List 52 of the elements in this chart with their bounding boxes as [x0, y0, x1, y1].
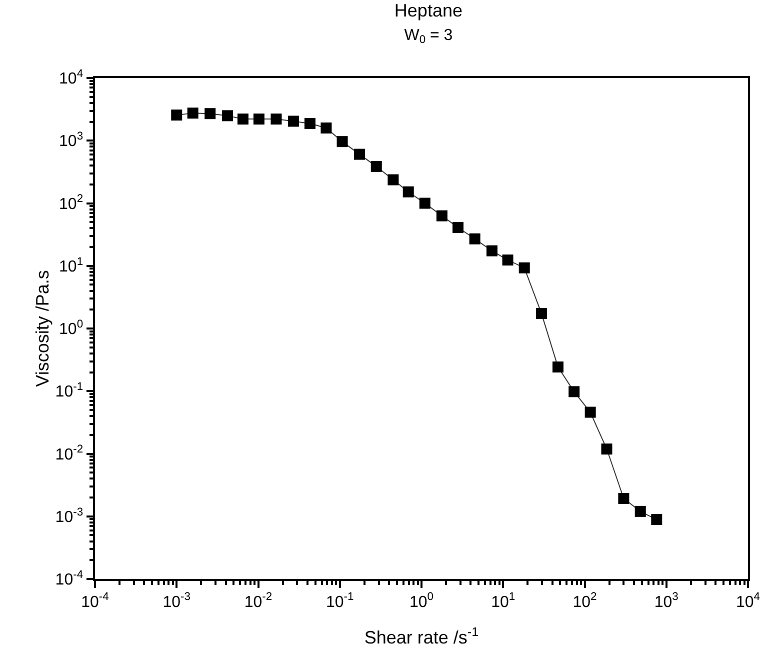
y-tick-label: 10$^{-1}$	[55, 381, 84, 401]
point	[237, 114, 248, 125]
point	[568, 386, 580, 398]
point	[651, 514, 662, 526]
x-tick-label: 10$^{3}$	[654, 591, 678, 611]
point	[436, 210, 448, 222]
point	[618, 492, 630, 504]
point	[452, 222, 464, 233]
point	[354, 148, 366, 160]
point	[204, 108, 216, 120]
point	[304, 118, 316, 129]
point	[171, 110, 182, 121]
y-tick-label: 10$^{-2}$	[55, 444, 84, 464]
y-tick-label: 10$^{-4}$	[55, 568, 84, 589]
y-tick-label: 10$^{0}$	[59, 318, 84, 338]
y-tick-label: 10$^{-3}$	[55, 506, 84, 526]
point	[584, 406, 596, 418]
point	[419, 198, 430, 209]
x-tick-label: 10$^{4}$	[736, 591, 760, 611]
point	[536, 308, 547, 319]
x-tick-label: 10$^{2}$	[572, 591, 597, 611]
x-axis-title: Shear rate /s$^{-1}$	[364, 624, 479, 648]
point	[253, 114, 264, 125]
chart-title: Heptane	[394, 0, 462, 20]
point	[469, 233, 480, 244]
point	[486, 245, 498, 256]
point	[320, 122, 332, 134]
y-axis-title: Viscosity /Pa.s	[32, 270, 52, 387]
y-tick-label: 10$^{3}$	[59, 130, 84, 150]
y-tick-label: 10$^{2}$	[59, 193, 84, 213]
x-tick-label: 10$^{1}$	[491, 591, 516, 611]
point	[552, 361, 564, 372]
point	[518, 262, 530, 274]
point	[388, 174, 399, 186]
point	[370, 160, 382, 172]
x-tick-label: 10$^{-2}$	[244, 591, 272, 611]
point	[502, 254, 514, 266]
point	[222, 110, 233, 122]
point	[187, 108, 198, 119]
point	[270, 114, 282, 125]
y-tick-label: 10$^{4}$	[59, 68, 84, 88]
chart-subtitle: W$_{0}$ = 3	[404, 26, 453, 46]
point	[634, 506, 646, 517]
x-tick-label: 10$^{-3}$	[162, 591, 191, 611]
point	[402, 186, 414, 198]
point	[288, 116, 299, 127]
y-tick-label: 10$^{1}$	[59, 256, 84, 276]
x-tick-label: 10$^{-1}$	[326, 591, 354, 611]
x-tick-label: 10$^{-4}$	[81, 591, 109, 611]
point	[336, 136, 348, 148]
point	[601, 444, 612, 455]
x-tick-label: 10$^{0}$	[409, 591, 434, 611]
